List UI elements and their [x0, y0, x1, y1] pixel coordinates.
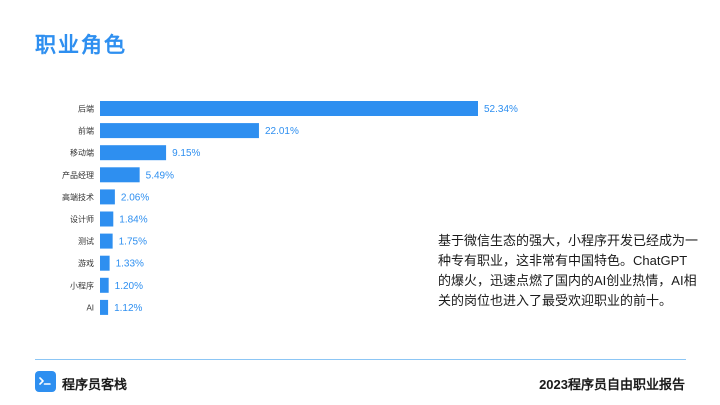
- value-label: 22.01%: [265, 126, 299, 137]
- footer-divider: [35, 359, 686, 360]
- value-label: 2.06%: [121, 192, 149, 203]
- value-label: 1.12%: [114, 303, 142, 314]
- value-label: 1.75%: [119, 237, 147, 248]
- bar: [100, 299, 109, 315]
- category-label: 设计师: [70, 214, 94, 224]
- category-label: 移动端: [70, 148, 94, 158]
- value-label: 1.84%: [119, 215, 147, 226]
- category-label: 小程序: [70, 280, 94, 290]
- value-label: 5.49%: [146, 170, 174, 181]
- bar: [100, 123, 259, 139]
- brand-name: 程序员客栈: [62, 377, 128, 392]
- bar: [100, 255, 110, 271]
- category-label: 后端: [78, 104, 94, 114]
- bar: [100, 145, 167, 161]
- value-label: 52.34%: [484, 104, 518, 115]
- chart-note: 基于微信生态的强大，小程序开发已经成为一种专有职业，这非常有中国特色。ChatG…: [438, 233, 699, 308]
- page-title: 职业角色: [35, 34, 127, 57]
- category-label: 测试: [78, 236, 94, 246]
- category-label: 产品经理: [62, 170, 94, 180]
- category-label: AI: [86, 303, 94, 312]
- category-label: 高端技术: [62, 192, 94, 202]
- bar: [100, 233, 113, 249]
- bar: [100, 211, 114, 227]
- value-label: 1.33%: [116, 259, 144, 270]
- bar: [100, 101, 478, 116]
- value-label: 9.15%: [172, 148, 200, 159]
- bar: [100, 189, 115, 205]
- bar-chart: 后端 52.34% 前端 22.01% 移动端 9.15% 产品经理 5.49% 高端技术 2.0…: [62, 101, 518, 315]
- category-label: 游戏: [78, 258, 94, 268]
- value-label: 1.20%: [115, 281, 143, 292]
- bar: [100, 277, 109, 293]
- report-title: 2023程序员自由职业报告: [539, 377, 685, 392]
- terminal-icon: [35, 371, 56, 392]
- bar: [100, 167, 140, 183]
- category-label: 前端: [78, 126, 94, 136]
